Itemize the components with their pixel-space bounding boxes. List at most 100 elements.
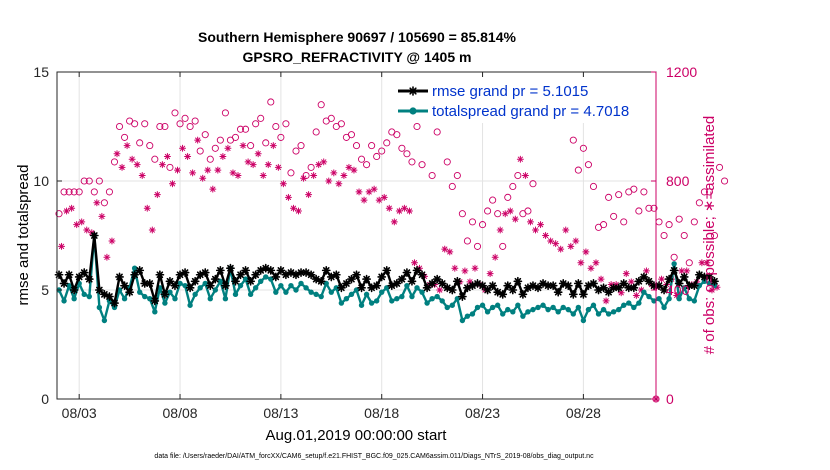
totalspread-point [278,282,284,289]
possible-obs-point [171,109,179,117]
totalspread-point [303,285,309,291]
possible-obs-point [569,136,577,144]
x-tick-label: 08/23 [465,405,500,421]
possible-obs-point [650,204,658,212]
possible-obs-point [705,188,713,196]
assimilated-obs-point [537,221,545,229]
rmse-point [185,283,195,293]
possible-obs-point [620,218,628,226]
rmse-point [170,281,180,291]
possible-obs-point [297,142,305,150]
possible-obs-point [211,144,219,152]
assimilated-obs-point [471,264,479,272]
possible-obs-point [408,158,416,166]
rmse-point [599,283,608,293]
assimilated-obs-point [244,158,252,166]
totalspread-point [706,280,713,287]
totalspread-point [656,296,662,302]
totalspread-point [681,285,687,291]
legend-marker-totalspread [409,107,417,115]
totalspread-point [580,317,587,324]
totalspread-point [66,282,72,289]
assimilated-obs-point [340,172,348,180]
totalspread-point [71,296,77,302]
rmse-point [382,265,392,275]
totalspread-point [570,311,577,317]
rmse-point [180,268,190,277]
assimilated-obs-point [562,226,570,234]
totalspread-point [469,311,476,317]
y-right-tick-label: 400 [666,282,690,298]
totalspread-point [247,291,254,298]
possible-obs-point [685,259,693,267]
totalspread-point [626,300,632,306]
rmse-point [644,276,654,286]
totalspread-point [610,309,617,315]
assimilated-obs-point [300,174,308,182]
totalspread-point [489,304,496,311]
y-tick-label: 0 [41,391,49,407]
assimilated-obs-point [708,286,716,294]
totalspread-point [152,309,158,315]
assimilated-obs-point [234,172,242,180]
possible-obs-point [710,231,719,240]
possible-obs-point [181,114,189,122]
totalspread-point [222,296,229,302]
totalspread-point [389,298,395,304]
possible-obs-point [110,158,119,166]
assimilated-obs-point [345,163,353,171]
legend-box [385,77,655,123]
possible-obs-point [715,163,724,171]
possible-obs-point [721,177,729,185]
assimilated-obs-point [375,196,383,204]
assimilated-obs-point [138,172,146,180]
possible-obs-point [690,218,698,226]
y-right-tick-label: 1200 [666,64,697,80]
assimilated-obs-point [567,242,575,250]
assimilated-obs-point [355,188,363,196]
rmse-point [412,265,422,275]
assimilated-obs-point [320,158,328,166]
assimilated-obs-point [531,226,539,234]
assimilated-obs-point [572,237,580,245]
possible-obs-point [418,161,426,169]
possible-obs-point [489,196,497,204]
totalspread-point [394,296,400,302]
possible-obs-point [700,188,708,196]
totalspread-point [479,302,486,308]
assimilated-obs-point [315,161,323,169]
rmse-point [336,283,346,293]
assimilated-obs-point [113,150,121,158]
rmse-point [533,283,543,293]
rmse-point [392,279,402,288]
totalspread-point [661,304,667,311]
rmse-point [478,281,487,291]
possible-obs-point [201,131,209,139]
rmse-point [457,292,467,301]
possible-obs-point [60,188,68,196]
rmse-point [402,268,412,277]
totalspread-point [212,287,219,293]
assimilated-obs-point [93,199,101,207]
y-axis-label: rmse and totalspread [15,165,32,306]
assimilated-obs-point [395,207,403,215]
x-axis: 08/03 08/08 08/13 08/18 08/23 08/28 [62,72,601,421]
rmse-point [84,274,94,284]
possible-obs-point [337,120,345,128]
rmse-point [231,276,240,286]
totalspread-point [404,282,410,289]
assimilated-obs-point [335,180,343,188]
rmse-point [629,283,639,293]
legend-label-rmse: rmse grand pr = 5.1015 [432,83,588,100]
totalspread-point [605,311,612,317]
possible-obs-point [579,144,587,152]
rmse-point [89,231,99,240]
totalspread-point [217,278,224,284]
totalspread-point [373,298,380,304]
possible-obs-point [529,180,537,188]
assimilated-obs-point [98,212,106,220]
rmse-point [563,281,573,291]
totalspread-point [424,300,430,306]
possible-obs-point [615,191,623,199]
rmse-point [59,279,69,288]
